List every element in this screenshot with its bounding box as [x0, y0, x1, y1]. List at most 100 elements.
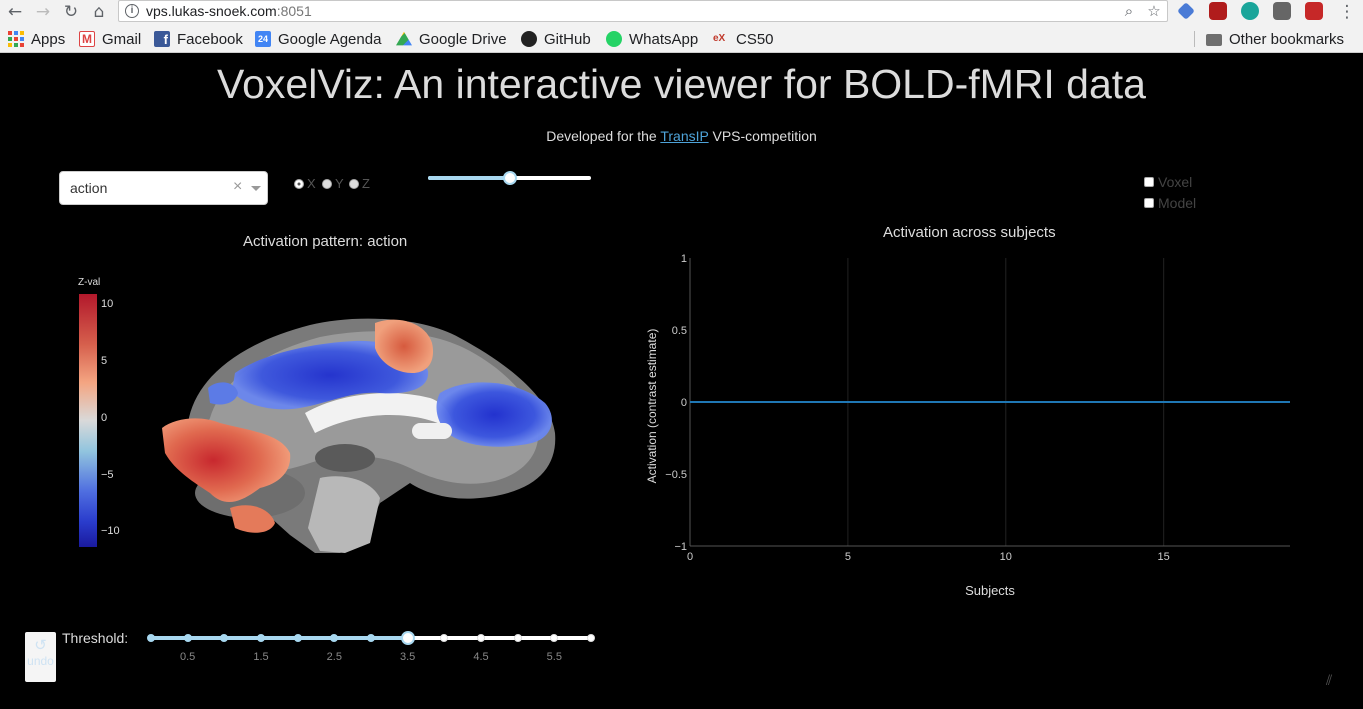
chevron-down-icon[interactable]	[251, 186, 261, 191]
contrast-dropdown[interactable]: action ×	[59, 171, 268, 205]
bookmark-cs50[interactable]: eX CS50	[713, 29, 774, 49]
whatsapp-icon	[606, 31, 622, 47]
threshold-step-dot[interactable]	[587, 634, 595, 642]
chart-y-label: Activation (contrast estimate)	[645, 329, 659, 484]
menu-icon[interactable]: ⋮	[1338, 2, 1356, 22]
y-tick-label: −1	[674, 541, 687, 553]
url-text[interactable]: vps.lukas-snoek.com:8051	[146, 3, 312, 19]
threshold-tick-label: 3.5	[400, 651, 416, 663]
radio-dot[interactable]	[322, 178, 332, 189]
plotly-logo-icon[interactable]: ⫽	[1326, 672, 1333, 688]
apps-grid-icon	[8, 31, 24, 47]
radio-axis-z[interactable]: Z	[349, 176, 370, 191]
subtitle-post: VPS-competition	[708, 128, 817, 144]
extension-bulb-icon[interactable]	[1273, 2, 1291, 20]
bookmark-label: Google Agenda	[278, 30, 382, 48]
threshold-step-dot[interactable]	[293, 634, 302, 642]
calendar-icon: 24	[255, 31, 271, 47]
colorbar	[79, 294, 97, 547]
y-tick-label: −0.5	[665, 469, 687, 481]
zoom-icon[interactable]: ⌕	[1124, 2, 1134, 20]
bookmark-whatsapp[interactable]: WhatsApp	[606, 29, 698, 49]
activation-cluster-red-1	[162, 418, 291, 503]
edx-icon: eX	[713, 33, 726, 44]
extension-diamond-icon[interactable]	[1177, 2, 1195, 20]
bookmark-google-agenda[interactable]: 24 Google Agenda	[255, 29, 381, 49]
threshold-step-dot[interactable]	[550, 634, 559, 642]
radio-dot[interactable]	[349, 178, 359, 189]
threshold-tick-label: 1.5	[253, 651, 269, 663]
threshold-slider[interactable]	[147, 631, 595, 645]
checkbox-label: Model	[1158, 195, 1197, 211]
page-title: VoxelViz: An interactive viewer for BOLD…	[217, 61, 1146, 107]
threshold-tick-label: 5.5	[546, 651, 562, 663]
chart-x-label: Subjects	[965, 583, 1015, 598]
star-icon[interactable]: ☆	[1147, 2, 1161, 20]
threshold-tick-label: 2.5	[326, 651, 342, 663]
drive-icon	[396, 31, 412, 46]
slice-slider-handle[interactable]	[502, 171, 517, 185]
threshold-step-dot[interactable]	[440, 634, 449, 642]
colorbar-tick: 5	[101, 355, 108, 367]
radio-axis-x[interactable]: X	[294, 176, 316, 191]
bookmark-label: WhatsApp	[629, 30, 699, 48]
ublock-icon[interactable]	[1209, 2, 1227, 20]
threshold-step-dot[interactable]	[367, 634, 375, 642]
reload-icon[interactable]: ↻	[63, 2, 79, 22]
undo-button[interactable]: ↺ undo	[25, 632, 56, 682]
address-bar[interactable]: i vps.lukas-snoek.com:8051 ⌕ ☆	[118, 0, 1168, 22]
threshold-tick-label: 4.5	[473, 651, 489, 663]
back-icon[interactable]: ←	[7, 2, 23, 22]
info-icon[interactable]: i	[125, 4, 139, 18]
checkbox-model[interactable]: Model	[1144, 195, 1196, 211]
checkbox-box[interactable]	[1144, 177, 1154, 187]
threshold-step-dot[interactable]	[220, 634, 229, 642]
bookmark-label: Google Drive	[419, 30, 507, 48]
activation-cluster-red-2	[375, 319, 434, 373]
bookmark-github[interactable]: GitHub	[521, 29, 591, 49]
threshold-step-dot[interactable]	[147, 634, 155, 642]
colorbar-title: Z-val	[78, 277, 101, 288]
threshold-step-dot[interactable]	[513, 634, 522, 642]
forward-icon[interactable]: →	[35, 2, 51, 22]
y-tick-label: 1	[681, 253, 687, 265]
home-icon[interactable]: ⌂	[93, 2, 105, 22]
other-bookmarks[interactable]: Other bookmarks	[1206, 29, 1344, 49]
brain-heatmap[interactable]	[140, 303, 580, 563]
slice-slider-fill	[428, 176, 510, 180]
checkbox-box[interactable]	[1144, 198, 1154, 208]
threshold-step-dot[interactable]	[257, 634, 265, 642]
threshold-step-dot[interactable]	[330, 634, 339, 642]
activation-line-chart[interactable]: 1 0.5 0 −0.5 −1 0 5 10 15 Subjects Activation (…	[640, 248, 1310, 608]
threshold-slider-handle[interactable]	[400, 631, 415, 645]
bookmarks-divider	[1194, 31, 1195, 47]
extension-mi-icon[interactable]	[1241, 2, 1259, 20]
clear-selection-icon[interactable]: ×	[233, 178, 243, 195]
voxelviz-app: VoxelViz: An interactive viewer for BOLD…	[0, 53, 1363, 709]
bookmark-label: Apps	[31, 30, 66, 48]
extension-m-icon[interactable]	[1305, 2, 1323, 20]
bookmark-apps[interactable]: Apps	[8, 29, 65, 49]
threshold-step-dot[interactable]	[183, 634, 192, 642]
bookmark-google-drive[interactable]: Google Drive	[396, 29, 507, 49]
slice-slider[interactable]	[428, 171, 591, 185]
bookmarks-bar: Apps M Gmail f Facebook 24 Google Agenda…	[0, 26, 1363, 52]
transip-link[interactable]: TransIP	[660, 128, 709, 144]
radio-axis-y[interactable]: Y	[322, 176, 344, 191]
bookmark-label: CS50	[736, 30, 774, 48]
browser-toolbar: ← → ↻ ⌂ i vps.lukas-snoek.com:8051 ⌕ ☆ ⋮	[0, 0, 1363, 24]
threshold-slider-fill	[151, 636, 408, 640]
threshold-tick-label: 0.5	[180, 651, 196, 663]
brain-white-patch	[412, 423, 452, 439]
brainstem	[308, 476, 380, 553]
y-tick-label: 0	[681, 397, 687, 409]
bookmark-gmail[interactable]: M Gmail	[79, 29, 141, 49]
checkbox-voxel[interactable]: Voxel	[1144, 174, 1192, 190]
contrast-selected-value: action	[70, 180, 108, 196]
radio-dot-selected[interactable]	[294, 178, 304, 189]
activation-cluster-red-3	[230, 505, 275, 533]
bookmark-facebook[interactable]: f Facebook	[154, 29, 243, 49]
threshold-step-dot[interactable]	[477, 634, 485, 642]
browser-chrome: ← → ↻ ⌂ i vps.lukas-snoek.com:8051 ⌕ ☆ ⋮…	[0, 0, 1363, 53]
y-tick-label: 0.5	[672, 325, 687, 337]
